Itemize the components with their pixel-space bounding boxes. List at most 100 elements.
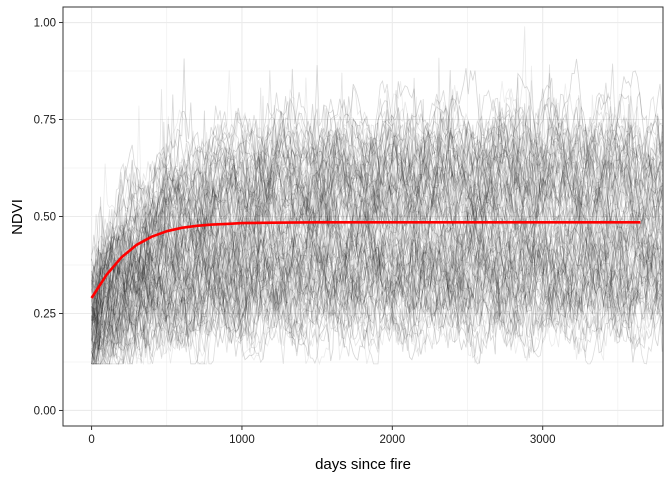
trajectory-line xyxy=(91,182,663,312)
trajectory-line xyxy=(91,65,663,345)
trajectory-line xyxy=(91,207,663,366)
trajectory-line xyxy=(91,133,663,348)
trajectory-line xyxy=(91,58,663,322)
y-axis-title: NDVI xyxy=(9,199,26,235)
trajectory-line xyxy=(91,179,663,365)
trajectory-line xyxy=(91,80,663,332)
trajectory-line xyxy=(91,226,663,361)
trajectory-line xyxy=(91,77,663,365)
trajectory-line xyxy=(91,217,663,352)
trajectory-line xyxy=(91,175,663,365)
trajectory-line xyxy=(91,145,663,361)
trajectory-line xyxy=(91,223,528,332)
trajectory-line xyxy=(91,72,663,365)
x-tick-label: 2000 xyxy=(380,434,406,446)
y-tick-label: 0.00 xyxy=(34,405,56,417)
trajectory-line xyxy=(91,150,663,364)
trajectory-line xyxy=(91,68,663,325)
trajectory-line xyxy=(91,184,663,343)
trajectory-line xyxy=(91,107,634,338)
trajectory-line xyxy=(91,89,595,359)
trajectory-line xyxy=(91,208,663,365)
trajectory-line xyxy=(91,198,663,364)
trajectory-line xyxy=(91,139,535,348)
y-tick-label: 0.50 xyxy=(34,212,56,224)
trajectory-line xyxy=(91,118,663,365)
trajectory-line xyxy=(91,98,526,364)
trajectory-line xyxy=(91,98,663,333)
trajectory-line xyxy=(91,167,663,364)
trajectory-line xyxy=(91,172,663,365)
trajectory-line xyxy=(91,190,663,323)
x-tick-label: 3000 xyxy=(530,434,556,446)
fit-curve xyxy=(90,221,641,299)
trajectory-line xyxy=(91,86,663,326)
y-tick-label: 1.00 xyxy=(34,18,56,30)
trajectory-line xyxy=(91,65,663,353)
x-tick-label: 1000 xyxy=(229,434,255,446)
trajectory-line xyxy=(91,258,663,365)
trajectory-line xyxy=(91,200,663,364)
trajectory-line xyxy=(91,238,663,361)
trajectory-line xyxy=(91,204,663,354)
trajectory-line xyxy=(91,163,663,365)
trajectory-line xyxy=(91,64,663,312)
fit-curve-layer xyxy=(90,221,641,299)
trajectory-line xyxy=(91,189,663,324)
trajectory-line xyxy=(91,131,663,324)
trajectory-line xyxy=(91,125,663,307)
trajectory-lines xyxy=(91,26,663,366)
trajectory-line xyxy=(91,224,625,366)
trajectory-line xyxy=(91,195,663,337)
trajectory-line xyxy=(91,77,663,336)
trajectory-line xyxy=(91,173,663,353)
trajectory-line xyxy=(91,109,636,348)
trajectory-line xyxy=(91,70,559,362)
trajectory-line xyxy=(91,229,663,348)
trajectory-line xyxy=(91,218,663,363)
x-tick-label: 0 xyxy=(88,434,94,446)
trajectory-line xyxy=(91,129,663,302)
trajectory-line xyxy=(91,57,663,350)
trajectory-line xyxy=(91,95,663,300)
trajectory-line xyxy=(91,211,663,365)
trajectory-line xyxy=(91,101,663,334)
trajectory-line xyxy=(91,200,526,338)
trajectory-line xyxy=(91,217,663,348)
trajectory-line xyxy=(91,195,663,360)
x-axis: 0 1000 2000 3000 xyxy=(88,426,555,446)
trajectory-line xyxy=(91,93,663,330)
trajectory-line xyxy=(91,208,663,334)
trajectory-line xyxy=(91,148,663,348)
trajectory-line xyxy=(91,91,663,343)
trajectory-line xyxy=(91,95,663,322)
trajectory-line xyxy=(91,122,618,357)
trajectory-line xyxy=(91,196,659,365)
major-gridlines xyxy=(63,7,663,426)
trajectory-line xyxy=(91,63,663,352)
trajectory-line xyxy=(91,26,663,359)
trajectory-line xyxy=(91,132,663,329)
trajectory-line xyxy=(91,235,663,364)
trajectory-line xyxy=(91,121,663,293)
trajectory-line xyxy=(91,90,663,365)
y-axis: 0.00 0.25 0.50 0.75 1.00 xyxy=(34,18,63,417)
trajectory-line xyxy=(91,190,663,365)
trajectory-line xyxy=(91,216,663,353)
trajectory-line xyxy=(91,93,663,355)
trajectory-line xyxy=(91,87,629,336)
trajectory-line xyxy=(91,199,663,327)
trajectory-line xyxy=(91,115,589,345)
trajectory-line xyxy=(91,171,616,363)
x-axis-title: days since fire xyxy=(315,456,411,473)
trajectory-line xyxy=(91,113,663,315)
trajectory-line xyxy=(91,198,663,322)
trajectory-line xyxy=(91,103,663,347)
trajectory-line xyxy=(91,104,663,341)
trajectory-line xyxy=(91,77,663,365)
trajectory-line xyxy=(91,129,663,332)
trajectory-line xyxy=(91,176,663,366)
